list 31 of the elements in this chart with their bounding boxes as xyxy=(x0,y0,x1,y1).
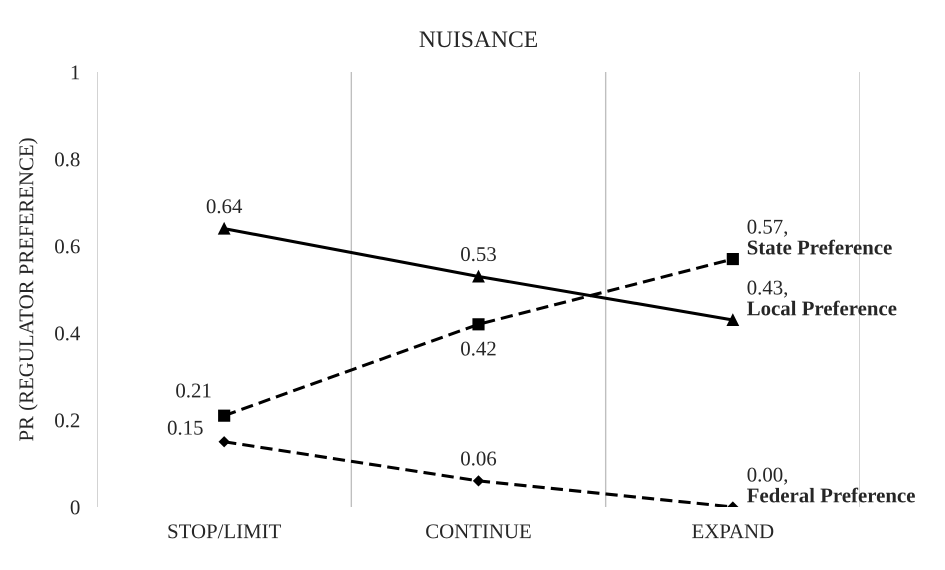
point xyxy=(472,318,485,330)
point xyxy=(726,314,739,326)
data-label: 0.15 xyxy=(168,420,203,435)
data-label: 0.21 xyxy=(176,383,211,398)
data-label: 0.00, xyxy=(748,468,788,485)
point xyxy=(726,252,739,266)
data-label: 0.64 xyxy=(206,199,242,214)
point xyxy=(218,436,230,448)
data-label: 0.53 xyxy=(461,247,496,262)
y-axis-title: PR (REGULATOR PREFERENCE) xyxy=(18,138,38,441)
data-label: 0.42 xyxy=(461,342,496,356)
data-label: 0.57, xyxy=(748,220,788,237)
y-tick-label: 0.6 xyxy=(55,239,80,254)
point xyxy=(473,475,484,486)
data-label: 0.43, xyxy=(748,280,788,298)
y-tick-label: 0.2 xyxy=(55,413,80,428)
y-tick-label: 0.4 xyxy=(55,326,80,341)
x-tick-label: CONTINUE xyxy=(426,524,531,538)
x-tick-label: EXPAND xyxy=(692,524,774,538)
chart-title: NUISANCE xyxy=(419,31,538,48)
y-tick-label: 0 xyxy=(70,500,80,514)
y-tick-label: 1 xyxy=(72,65,80,80)
point xyxy=(218,222,230,235)
series-label: State Preference xyxy=(748,240,892,255)
data-label: 0.06 xyxy=(461,452,496,466)
point xyxy=(218,410,230,422)
series-label: Local Preference xyxy=(747,300,896,316)
point xyxy=(472,270,485,283)
x-tick-label: STOP/LIMIT xyxy=(168,524,281,538)
y-tick-label: 0.8 xyxy=(55,152,80,167)
series-label: Federal Preference xyxy=(747,488,915,502)
